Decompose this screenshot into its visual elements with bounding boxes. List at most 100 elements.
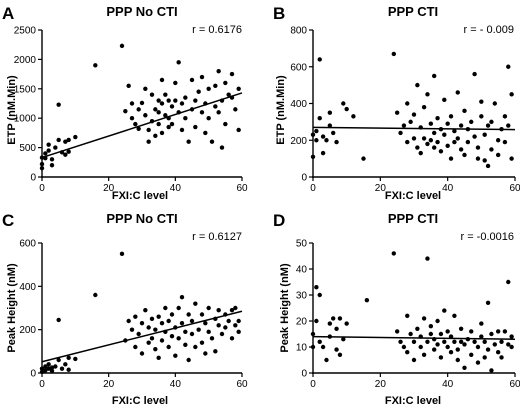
panel-d-data-point	[428, 331, 434, 337]
panel-b-data-point	[331, 130, 336, 136]
panel-d-data-point	[421, 316, 427, 321]
panel-c-data-point	[46, 362, 51, 367]
panel-c-data-point	[123, 338, 128, 343]
panel-letter-a: A	[2, 4, 14, 23]
panel-b-data-point	[405, 139, 410, 145]
panel-a-data-point	[176, 60, 181, 65]
panel-a-data-point	[219, 145, 225, 150]
panel-d-y-tick-label: 50	[296, 239, 308, 250]
panel-b-data-point	[509, 92, 514, 97]
panel-c-data-point	[153, 346, 158, 352]
panel-c-data-point	[223, 312, 228, 317]
panel-c-data-point	[159, 320, 165, 326]
panel-b-data-point	[452, 139, 457, 145]
panel-d-data-point	[499, 339, 504, 344]
panel-d: D PPP CTI r = -0.0016 FXI:C level Peak H…	[273, 211, 520, 407]
panel-a-y-tick-label: 1500	[14, 84, 37, 95]
panel-a-data-point	[43, 155, 48, 161]
panel-c-data-point	[233, 323, 238, 328]
panel-a-data-point	[203, 101, 208, 106]
panel-a-data-point	[146, 127, 151, 133]
panel-a-x-tick-label: 20	[103, 183, 115, 194]
panel-b-data-point	[462, 108, 467, 114]
panel-b-data-point	[506, 64, 511, 69]
panel-b-data-point	[448, 114, 454, 119]
panel-c-data-point	[119, 251, 125, 257]
panel-c-data-point	[93, 292, 98, 298]
panel-a-data-point	[126, 83, 131, 89]
panel-d-data-point	[509, 344, 514, 350]
panel-a-data-point	[183, 116, 188, 121]
panel-a-data-point	[46, 142, 51, 147]
panel-d-data-point	[438, 355, 444, 360]
panel-c-data-point	[63, 362, 68, 367]
panel-d-data-point	[391, 251, 396, 256]
panel-a-data-point	[163, 113, 168, 118]
panel-c-data-point	[206, 329, 211, 335]
panel-c-data-point	[189, 331, 195, 337]
panel-a-data-point	[189, 107, 195, 112]
panel-c-data-point	[193, 344, 198, 350]
panel-letter-d: D	[273, 211, 285, 230]
panel-a-data-point	[133, 121, 138, 127]
panel-a-data-point	[156, 121, 161, 127]
panel-b-data-point	[408, 119, 413, 125]
panel-c-regression-line	[41, 310, 243, 363]
panel-a-data-point	[176, 110, 181, 115]
panel-d-title: PPP CTI	[388, 211, 438, 226]
panel-a-data-point	[206, 86, 211, 92]
panel-d-plot: 0 20 40 60 0 10 20 30 40 50	[296, 239, 520, 391]
panel-d-data-point	[411, 357, 417, 363]
panel-c-data-point	[73, 356, 78, 362]
panel-a-data-point	[199, 74, 205, 80]
panel-a-data-point	[193, 98, 198, 103]
panel-a-data-point	[146, 139, 151, 144]
panel-c-data-point	[193, 301, 198, 306]
panel-a-data-point	[63, 152, 68, 157]
panel-d-data-point	[475, 360, 481, 365]
panel-d-data-point	[455, 357, 460, 363]
panel-c-data-point	[166, 344, 171, 350]
panel-d-data-point	[411, 339, 417, 344]
panel-d-data-point	[462, 342, 467, 347]
panel-a-data-point	[163, 92, 168, 97]
panel-b-data-point	[442, 132, 447, 137]
panel-d-data-point	[472, 339, 477, 344]
panel-c-y-tick-label: 400	[19, 282, 36, 293]
panel-a-data-point	[213, 83, 218, 89]
panel-a-data-point	[66, 137, 71, 143]
panel-b-x-tick-label: 60	[509, 183, 520, 194]
panel-c-data-point	[196, 327, 201, 332]
panel-b-data-point	[475, 145, 481, 150]
panel-b-y-tick-label: 0	[301, 173, 307, 184]
panel-a-data-point	[149, 92, 155, 97]
panel-c-data-point	[169, 333, 175, 339]
panel-d-data-point	[310, 344, 316, 350]
panel-a-data-point	[39, 165, 45, 171]
panel-b-y-tick-label: 600	[290, 62, 307, 73]
panel-a-data-point	[129, 116, 135, 121]
panel-c: C PPP No CTI r = 0.6127 FXI:C level Peak…	[2, 211, 248, 407]
panel-d-data-point	[495, 329, 501, 334]
panel-b-y-tick-label: 400	[290, 99, 307, 110]
panel-d-y-tick-label: 20	[296, 317, 308, 328]
panel-d-data-point	[445, 329, 450, 334]
panel-c-data-point	[39, 369, 45, 375]
panel-c-data-point	[223, 325, 228, 330]
panel-a-data-point	[166, 124, 171, 130]
panel-a-data-point	[119, 43, 125, 49]
panel-b-data-point	[425, 141, 430, 147]
panel-a-y-tick-label: 1000	[14, 114, 37, 125]
panel-a-data-point	[226, 92, 231, 97]
panel-b-data-point	[448, 156, 454, 161]
panel-a-data-point	[183, 95, 188, 100]
panel-a-data-point	[129, 101, 135, 106]
panel-c-data-point	[213, 349, 218, 354]
panel-a-data-point	[66, 149, 71, 154]
panel-a-data-point	[169, 121, 175, 127]
panel-b-data-point	[310, 154, 316, 159]
panel-a-data-point	[143, 86, 148, 92]
panel-a-data-point	[139, 100, 145, 106]
panel-b-data-point	[482, 132, 487, 137]
